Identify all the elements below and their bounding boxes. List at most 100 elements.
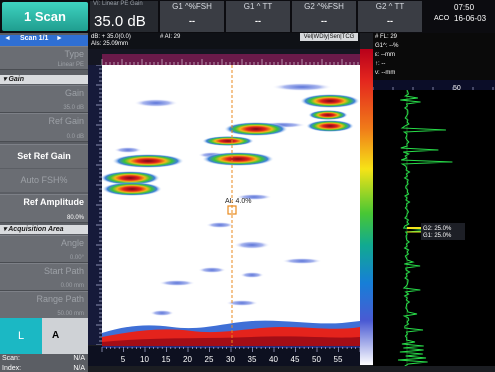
echo-indication[interactable] [300, 94, 360, 108]
gate-readout-value: -- [189, 16, 195, 26]
ascan-view[interactable]: G2: 25.0% G1: 25.0% [373, 89, 495, 367]
cursor-amplitude-label: AI: 4.0% [225, 198, 251, 205]
layout-a-button[interactable]: A [42, 318, 88, 354]
scan-mode-button[interactable]: 1 Scan [2, 2, 88, 31]
section-gain[interactable]: ▾ Gain [0, 75, 88, 84]
echo-indication[interactable] [306, 120, 354, 132]
gate-readout-g1-fsh[interactable]: G1 ^%FSH -- [160, 1, 224, 32]
section-acquisition-area[interactable]: ▾ Acquisition Area [0, 225, 88, 234]
echo-indication[interactable] [202, 136, 254, 146]
bottom-ruler-tick-label: 40 [269, 355, 278, 364]
scan-prev-icon[interactable]: ◄ [4, 35, 11, 42]
param-ref-amplitude-value: 80.0% [66, 215, 84, 221]
ascan-trace[interactable]: G2: 25.0% G1: 25.0% [373, 89, 495, 367]
top-ruler-tick-group [101, 59, 359, 65]
backwall-core [102, 336, 360, 346]
param-angle-value: 0.00° [69, 255, 84, 261]
layout-l-button[interactable]: L [0, 318, 42, 354]
gate-readout-label: G2 ^%FSH [304, 2, 344, 11]
gate-readout-g1-tt[interactable]: G1 ^ TT -- [226, 1, 290, 32]
ascan-ruler-label: 50 [453, 85, 461, 92]
param-angle[interactable]: Angle 0.00° [0, 235, 88, 263]
clock: 07:50 ACO 16-06-03 [434, 2, 494, 31]
param-start-path[interactable]: Start Path 0.00 mm [0, 263, 88, 291]
index-position-info: Index: N/A [2, 365, 88, 372]
gate-readout-g2-tt[interactable]: G2 ^ TT -- [358, 1, 422, 32]
top-ruler-ticks [101, 54, 360, 65]
param-ref-amplitude-label: Ref Amplitude [23, 197, 84, 207]
bscan-ai-count: # AI: 29 [160, 34, 181, 40]
gain-readout[interactable]: Ví: Linear PE Gain 35.0 dB [90, 1, 158, 32]
param-gain[interactable]: Gain 35.0 dB [0, 85, 88, 113]
param-start-path-label: Start Path [43, 266, 84, 276]
param-type[interactable]: Type Linear PE [0, 46, 88, 70]
gate-readout-label: G1 ^%FSH [172, 2, 212, 11]
index-position-label: Index: [2, 365, 22, 372]
gate-g2-readout: G2: 25.0% [423, 226, 452, 232]
faint-echo [134, 99, 178, 107]
readout-tt: ↑: -- [375, 61, 386, 67]
bottom-ruler-tick-label: 20 [183, 355, 192, 364]
bottom-ruler-tick-label: 25 [205, 355, 214, 364]
correction-tags[interactable]: Vel|WDly|Sen|TCG [300, 33, 358, 41]
param-angle-label: Angle [60, 238, 84, 248]
param-range-path[interactable]: Range Path 50.00 mm [0, 291, 88, 319]
clock-time: 07:50 [454, 3, 475, 12]
param-range-path-label: Range Path [36, 294, 84, 304]
echo-indication[interactable] [308, 110, 348, 120]
scan-navigator[interactable]: ◄ Scan 1/1 ► [0, 35, 88, 46]
param-type-label: Type [64, 49, 84, 59]
faint-echo [226, 300, 258, 306]
faint-echo [240, 272, 264, 278]
echo-indication[interactable] [112, 154, 184, 168]
echo-indication[interactable] [224, 122, 288, 136]
cursor-marker[interactable] [227, 205, 237, 215]
parameter-panel: ◄ Scan 1/1 ► Type Linear PE ▾ Gain Gain … [0, 33, 88, 372]
faint-echo [114, 147, 142, 153]
echo-indication[interactable] [102, 182, 162, 196]
faint-echo [282, 258, 322, 264]
bottom-ruler-tick-label: 30 [226, 355, 235, 364]
index-position-value: N/A [73, 365, 85, 372]
param-ref-amplitude[interactable]: Ref Amplitude 80.0% [0, 194, 88, 223]
param-gain-label: Gain [64, 88, 84, 98]
top-bar: 1 Scan Ví: Linear PE Gain 35.0 dB G1 ^%F… [0, 0, 495, 33]
scan-nav-label: Scan 1/1 [20, 35, 49, 42]
param-ref-gain-label: Ref Gain [48, 116, 84, 126]
gate-readout-g2-fsh[interactable]: G2 ^%FSH -- [292, 1, 356, 32]
faint-echo [159, 280, 195, 286]
faint-echo [150, 310, 174, 316]
bscan-view[interactable]: AI: 4.0% [100, 65, 360, 346]
set-ref-gain-button[interactable]: Set Ref Gain [0, 144, 88, 168]
bottom-ruler-tick-group: 5 10 15 20 25 30 35 40 45 50 55 [101, 346, 361, 364]
bscan-top-ruler [88, 49, 360, 65]
aco-indicator: ACO [434, 15, 450, 22]
param-ref-gain[interactable]: Ref Gain 0.0 dB [0, 113, 88, 142]
gate-readout-label: G2 ^ TT [375, 2, 405, 11]
bscan-header: dB: + 35.0(0.0) # AI: 29 AIs: 25.09mm [88, 33, 360, 49]
faint-echo [206, 222, 234, 228]
param-ref-gain-value: 0.0 dB [66, 134, 84, 140]
bottom-ruler-tick-label: 5 [121, 355, 126, 364]
echo-indication[interactable] [202, 152, 274, 166]
echo-indication[interactable] [100, 171, 160, 185]
param-type-value: Linear PE [57, 62, 84, 68]
ascan-waveform [397, 89, 453, 367]
auto-fsh-button[interactable]: Auto FSH% [0, 169, 88, 192]
bscan-gain-readout: dB: + 35.0(0.0) [91, 34, 131, 40]
bottom-ruler-ticks: 5 10 15 20 25 30 35 40 45 50 55 [101, 346, 361, 364]
faint-echo [198, 267, 226, 273]
top-ruler-band [102, 54, 360, 65]
layout-l-label: L [17, 330, 25, 342]
bscan-ais-readout: AIs: 25.09mm [91, 41, 129, 47]
readout-path: ν: --mm [375, 70, 396, 76]
faint-echo [272, 83, 332, 91]
scan-position-info: Scan: N/A [2, 355, 88, 362]
gate-readout-value: -- [255, 16, 261, 26]
scan-next-icon[interactable]: ► [56, 35, 63, 42]
faint-echo [236, 194, 272, 200]
bottom-ruler-tick-label: 35 [248, 355, 257, 364]
gain-readout-value: 35.0 dB [94, 13, 146, 30]
scan-position-value: N/A [73, 355, 85, 362]
bscan-image[interactable]: AI: 4.0% [100, 65, 360, 346]
